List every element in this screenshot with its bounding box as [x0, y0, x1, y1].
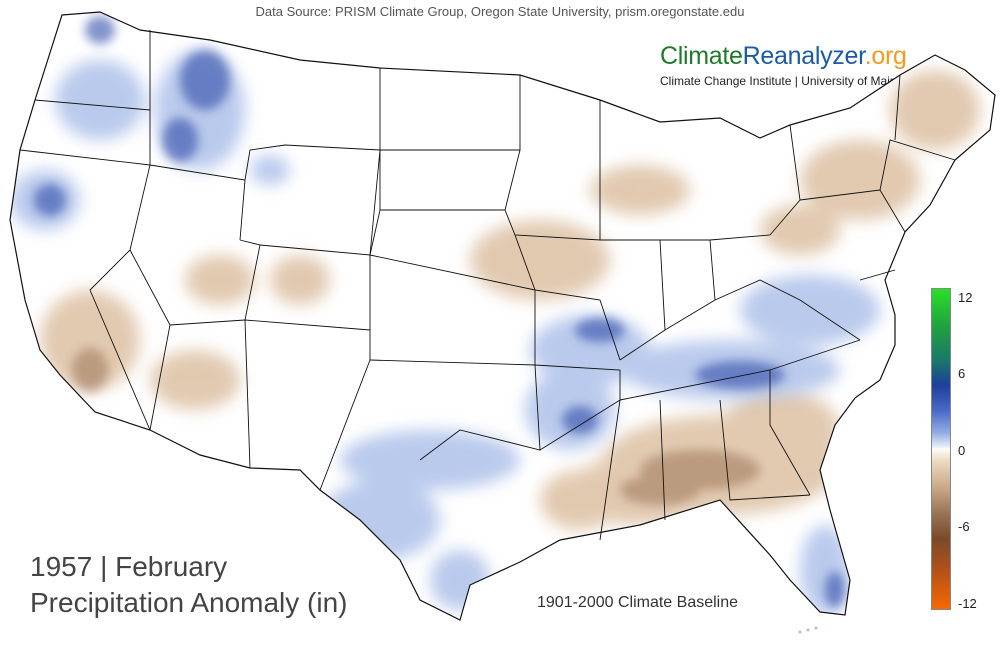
legend-tick-label: 12: [958, 290, 973, 305]
strong-dry-areas: [72, 348, 760, 505]
brand-name-part2: Reanalyzer: [742, 42, 865, 70]
data-source-caption: Data Source: PRISM Climate Group, Oregon…: [255, 4, 745, 19]
strong-wet-areas: [34, 16, 845, 608]
legend-tick-label: 6: [958, 366, 966, 381]
florida-keys: [798, 626, 818, 634]
legend-tick-label: -6: [958, 519, 970, 534]
map-title-year: 1957 | February: [30, 551, 228, 582]
map-title-variable: Precipitation Anomaly (in): [30, 587, 348, 618]
brand-name-part3: .org: [864, 42, 907, 70]
brand-name: ClimateReanalyzer.org: [660, 42, 907, 70]
baseline-label: 1901-2000 Climate Baseline: [537, 594, 739, 611]
state-borders: [9, 11, 996, 621]
brand-subtitle: Climate Change Institute | University of…: [660, 74, 904, 88]
wet-anomaly-areas: [10, 50, 880, 615]
legend-tick-label: 0: [958, 443, 966, 458]
legend-color-bar: [931, 288, 951, 610]
brand-name-part1: Climate: [660, 42, 743, 70]
legend-tick-label: -12: [958, 596, 977, 611]
anomaly-shading: [10, 16, 980, 615]
brand-logo[interactable]: ClimateReanalyzer.org Climate Change Ins…: [660, 42, 907, 88]
